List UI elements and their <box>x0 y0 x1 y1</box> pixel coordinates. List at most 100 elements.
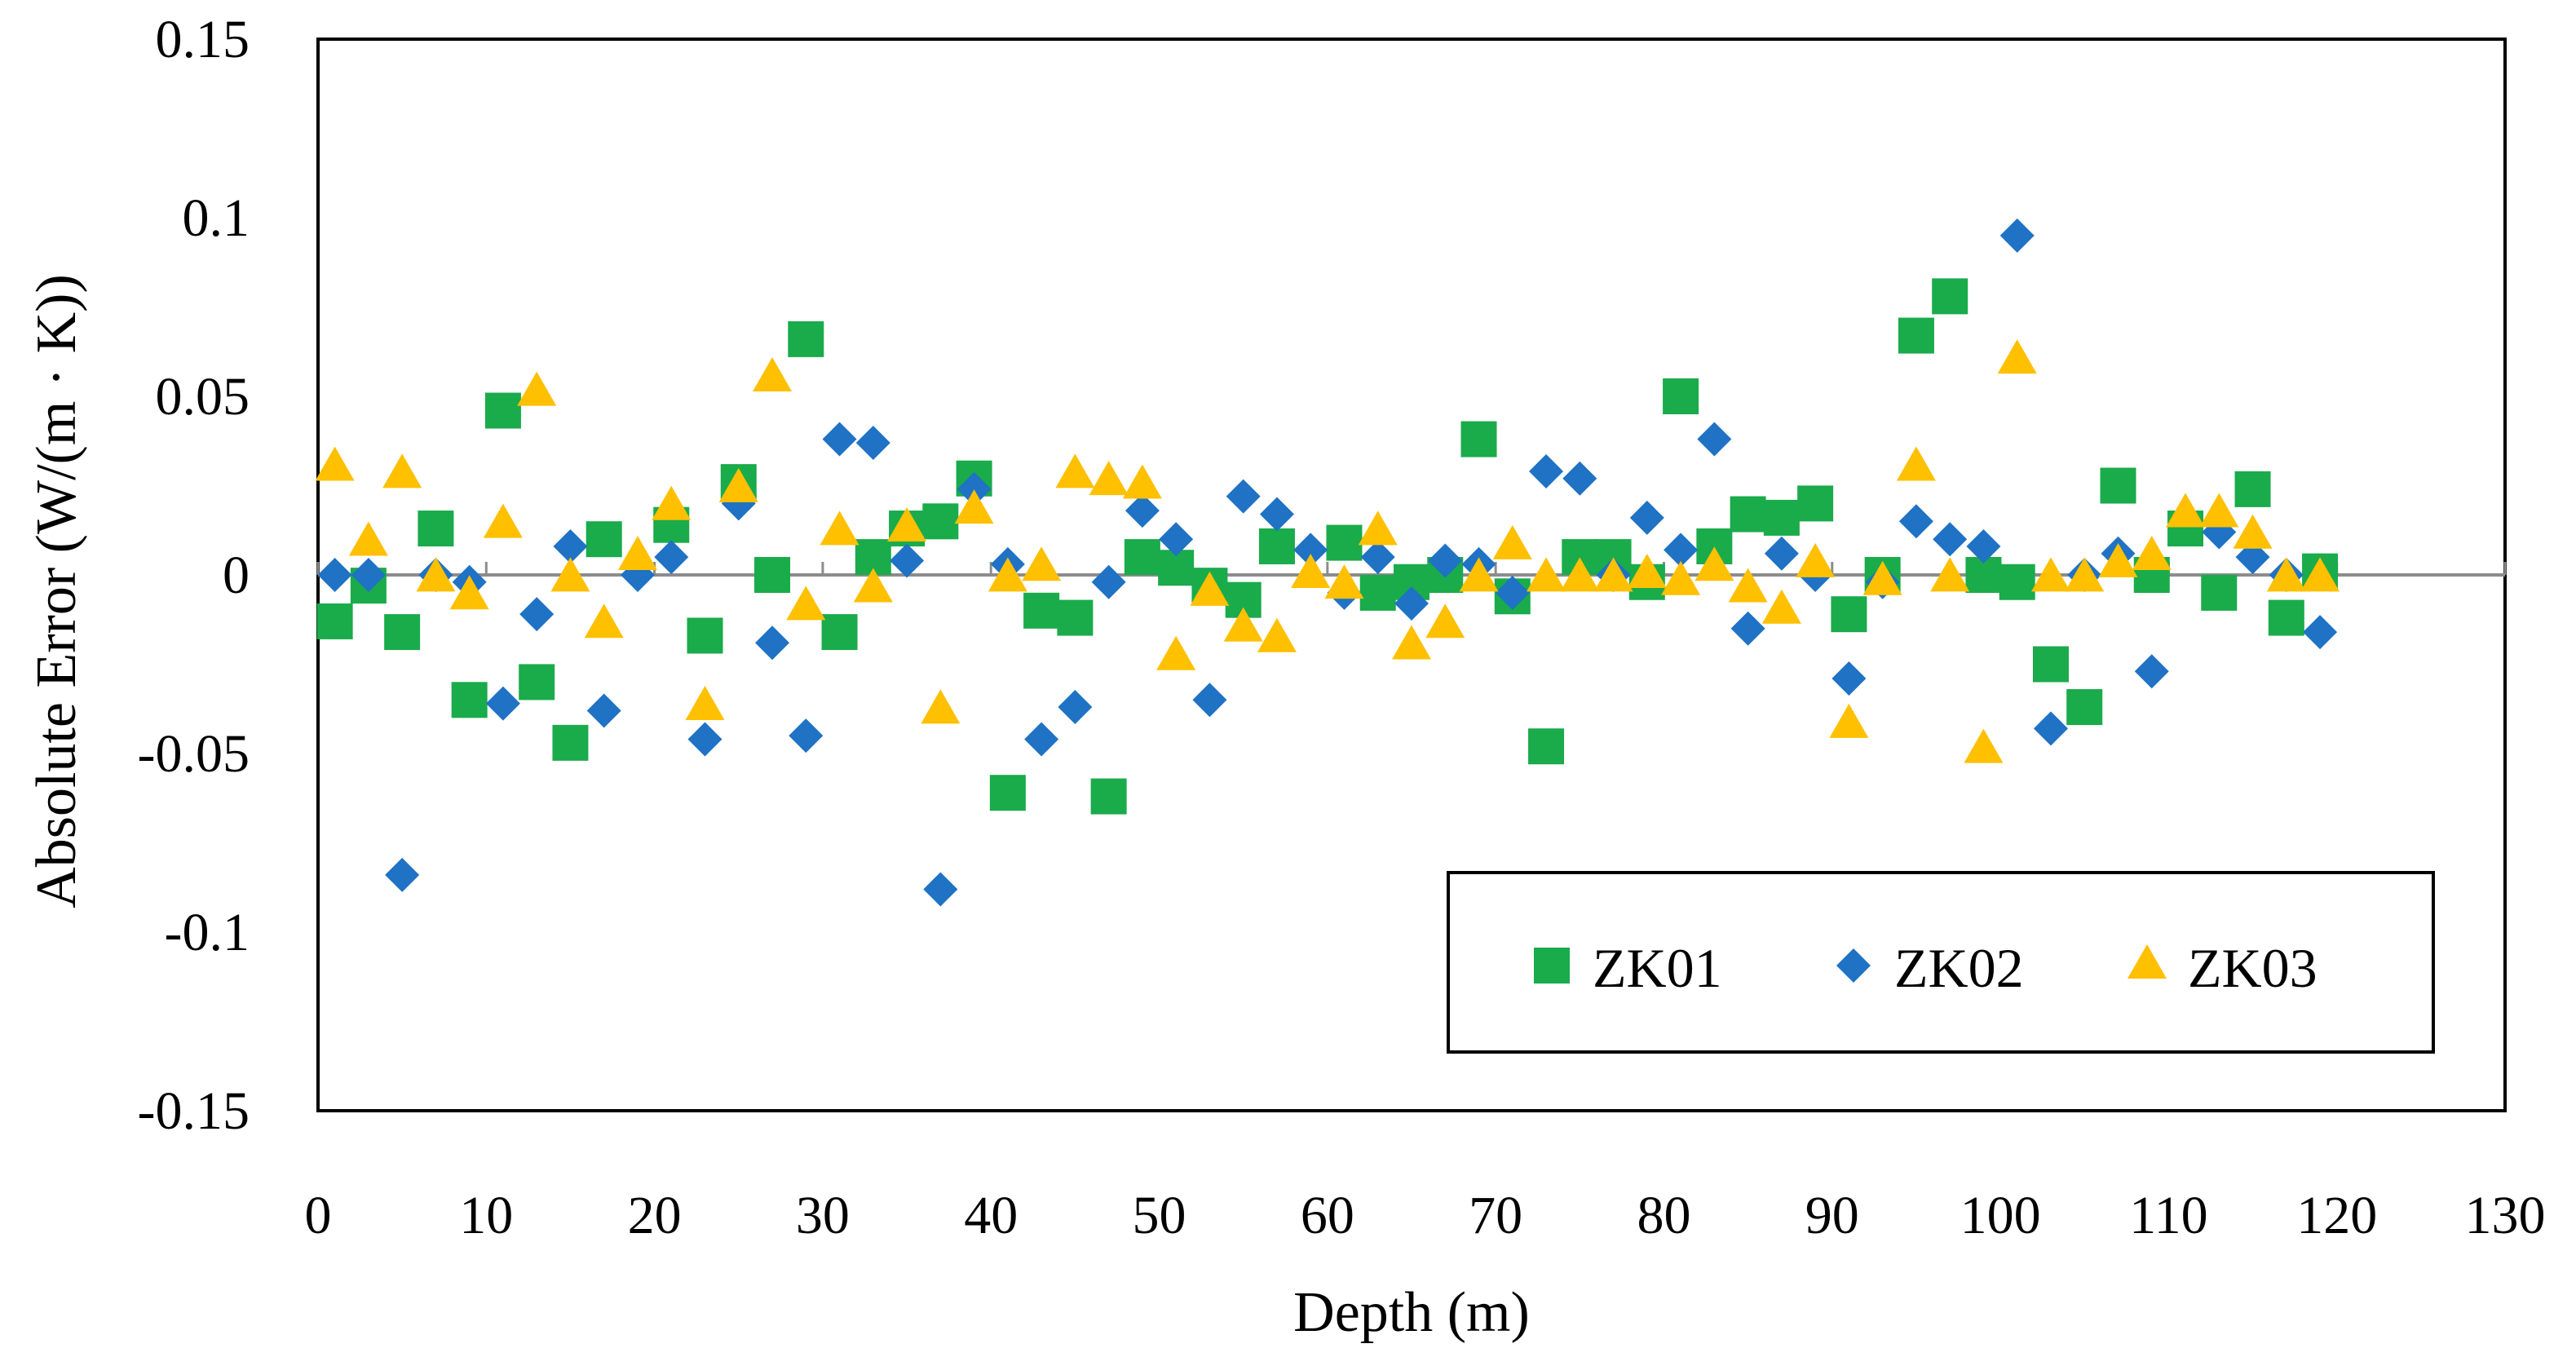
y-tick-label: -0.05 <box>138 724 250 784</box>
zk03-point <box>1896 446 1936 481</box>
zk02-point <box>1562 461 1597 496</box>
zk03-point <box>1492 524 1532 559</box>
zk03-point <box>550 557 590 592</box>
zk02-point <box>957 471 992 506</box>
zk01-point <box>2234 471 2271 507</box>
zk01-point <box>1359 574 1396 611</box>
legend-item-zk03: ZK03 <box>2128 937 2318 999</box>
zk01-point <box>821 614 858 651</box>
zk01-point <box>1258 528 1295 564</box>
x-tick-label: 10 <box>459 1186 513 1245</box>
zk01-point <box>1057 599 1094 636</box>
zk02-point <box>1629 500 1664 535</box>
zk01-point <box>1898 317 1934 354</box>
zk02-point <box>1428 543 1463 578</box>
zk02-point <box>1024 722 1059 757</box>
zk03-point <box>1257 617 1297 652</box>
zk01-point <box>1326 524 1363 561</box>
x-tick-label: 120 <box>2296 1186 2377 1245</box>
legend-marker-zk03 <box>2128 944 2167 979</box>
zk03-point <box>1862 560 1902 595</box>
y-tick-label: 0.15 <box>156 10 250 69</box>
zk01-point <box>2066 689 2103 726</box>
zk03-point <box>2199 493 2239 528</box>
zk01-point <box>316 603 353 639</box>
zk02-point <box>2134 654 2169 689</box>
zk03-point <box>921 689 961 724</box>
x-tick-label: 110 <box>2129 1186 2208 1245</box>
zk03-point <box>652 485 691 520</box>
zk01-point <box>2268 599 2304 636</box>
zk03-point <box>617 536 657 571</box>
zk03-point <box>1930 557 1970 592</box>
zk02-point <box>1192 683 1227 718</box>
zk02-point <box>1764 536 1799 571</box>
x-tick-label: 50 <box>1133 1186 1186 1245</box>
legend-label-zk02: ZK02 <box>1894 937 2024 999</box>
zk01-point <box>687 617 723 654</box>
zk01-point <box>1460 421 1497 457</box>
x-tick-label: 80 <box>1637 1186 1690 1245</box>
zk03-point <box>853 568 893 603</box>
zk03-point <box>1190 571 1230 606</box>
zk03-point <box>2030 557 2070 592</box>
zk02-point <box>1259 497 1294 532</box>
zk01-point <box>484 392 521 429</box>
x-tick-label: 0 <box>305 1186 332 1245</box>
legend-marker-zk01 <box>1534 948 1570 983</box>
zk01-point <box>788 320 824 357</box>
zk01-point <box>754 557 791 593</box>
zk02-point <box>1125 493 1160 528</box>
zk03-point <box>315 446 355 481</box>
zk03-point <box>1761 589 1801 624</box>
zk01-point <box>1090 778 1127 815</box>
zk02-point <box>654 540 689 575</box>
zk01-point <box>1932 278 1968 315</box>
zk03-point <box>1661 560 1701 595</box>
chart-legend: ZK01 ZK02 ZK03 <box>1447 871 2435 1054</box>
zk02-point <box>1293 533 1328 568</box>
zk03-point <box>2132 536 2172 571</box>
zk01-point <box>1730 496 1766 533</box>
y-tick-label: -0.1 <box>165 903 250 962</box>
x-axis-tick-labels: 0 10 20 30 40 50 60 70 80 90 100 110 120 130 <box>305 1186 2546 1245</box>
x-tick-label: 40 <box>964 1186 1018 1245</box>
zk02-point <box>1495 575 1530 610</box>
zk02-point <box>687 722 722 757</box>
zk03-point <box>1223 607 1263 642</box>
zk03-point <box>753 357 793 392</box>
zk02-point <box>1159 522 1194 557</box>
zk03-point <box>887 507 927 542</box>
zk02-point <box>586 693 621 728</box>
y-tick-label: 0.05 <box>156 367 250 427</box>
x-tick-label: 60 <box>1301 1186 1354 1245</box>
zk03-point <box>1964 728 2004 763</box>
zk01-point <box>1528 728 1565 765</box>
zk01-point <box>418 511 454 547</box>
zk02-point <box>553 528 588 564</box>
zk02-point <box>789 718 824 754</box>
zk02-point <box>1730 611 1765 646</box>
zk03-point <box>1358 511 1398 546</box>
y-axis-tick-labels: 0.15 0.1 0.05 0 -0.05 -0.1 -0.15 <box>138 10 250 1141</box>
zk02-point <box>317 558 352 592</box>
legend-label-zk03: ZK03 <box>2188 937 2318 999</box>
zk03-point <box>685 686 725 721</box>
zk03-point <box>1527 557 1566 592</box>
zk01-point <box>585 521 622 558</box>
zk03-point <box>1392 625 1431 660</box>
x-tick-label: 100 <box>1960 1186 2041 1245</box>
zk03-point <box>348 521 388 556</box>
zk01-point <box>2201 574 2238 611</box>
zk02-point <box>855 425 890 460</box>
zk02-point <box>1091 564 1126 599</box>
zk02-point <box>2303 615 2338 650</box>
zk01-point <box>552 724 589 761</box>
zk03-point <box>954 489 994 524</box>
zk03-point <box>988 557 1027 592</box>
zk03-point <box>2233 514 2273 549</box>
legend-marker-zk02 <box>1836 948 1871 983</box>
zk03-point <box>1997 339 2037 374</box>
zk03-point <box>1156 635 1196 670</box>
zk03-point <box>718 467 758 502</box>
